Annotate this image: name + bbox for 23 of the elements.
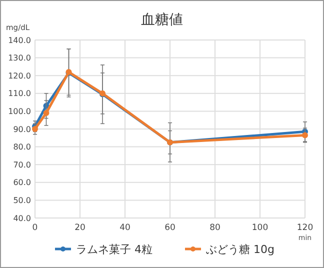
y-tick-label: 130.0 bbox=[8, 54, 31, 63]
point bbox=[302, 132, 308, 138]
x-tick-label: 20 bbox=[74, 223, 86, 233]
y-tick-label: 120.0 bbox=[8, 71, 31, 80]
y-tick-label: 100.0 bbox=[8, 107, 31, 116]
y-tick-label: 110.0 bbox=[8, 89, 31, 98]
y-tick-label: 70.0 bbox=[13, 160, 31, 170]
x-tick-label: 100 bbox=[252, 223, 268, 233]
x-tick-label: 120 bbox=[296, 223, 314, 233]
y-tick-label: 140.0 bbox=[8, 36, 31, 45]
y-tick-label: 60.0 bbox=[13, 178, 31, 188]
y-tick-label: 80.0 bbox=[13, 142, 31, 152]
x-tick-label: 40 bbox=[120, 223, 130, 233]
chart-title: 血糖値 bbox=[141, 12, 183, 28]
x-tick-label: 80 bbox=[210, 223, 220, 233]
legend-label: ラムネ菓子 4粒 bbox=[76, 243, 152, 256]
y-tick-label: 50.0 bbox=[13, 196, 31, 205]
x-tick-label: 0 bbox=[32, 223, 38, 233]
y-tick-label: 40.0 bbox=[13, 214, 31, 223]
x-tick-label: 60 bbox=[164, 223, 176, 233]
point bbox=[43, 110, 50, 116]
y-tick-label: 90.0 bbox=[13, 124, 31, 134]
legend-label: ぶどう糖 10g bbox=[206, 243, 274, 256]
